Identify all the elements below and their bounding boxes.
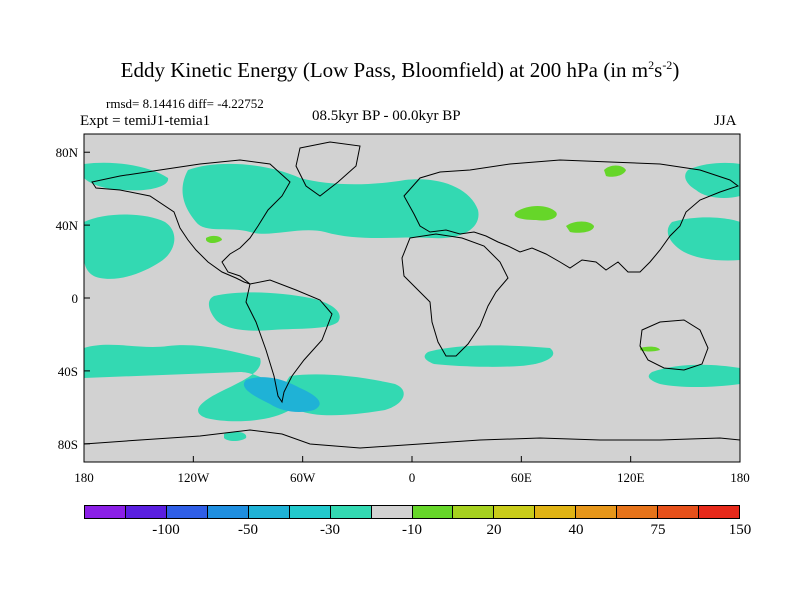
coastline-greenland: [295, 141, 361, 197]
anomaly-region-north-pacific: [84, 214, 175, 279]
plot-title: Eddy Kinetic Energy (Low Pass, Bloomfiel…: [0, 58, 800, 83]
title-superscript-2: -2: [662, 58, 673, 72]
lon-tick-label: 180: [730, 470, 750, 485]
colorbar-swatch: [453, 506, 495, 518]
colorbar-swatch: [248, 506, 290, 518]
anomaly-region-central-asia-east: [566, 221, 594, 233]
lon-tick-label: 60E: [511, 470, 532, 485]
title-superscript-1: 2: [648, 58, 655, 72]
experiment-label: Expt = temiJ1-temia1: [80, 113, 211, 129]
anomaly-region-north-pacific-east: [667, 217, 740, 261]
colorbar-swatch: [125, 506, 167, 518]
colorbar-swatch: [658, 506, 700, 518]
colorbar-swatch: [207, 506, 249, 518]
lon-tick-label: 120E: [617, 470, 645, 485]
map-tick-labels: 180 120W 60W 0 60E 120E 180 80N 40N 0 40S 80S: [56, 145, 750, 485]
colorbar-swatch: [85, 506, 126, 518]
anomaly-region-greenland-sea: [604, 165, 626, 177]
lat-tick-label: 80N: [56, 145, 79, 160]
coastline-north-america: [91, 159, 291, 285]
colorbar-swatch: [576, 506, 618, 518]
lat-tick-label: 40N: [56, 218, 79, 233]
rmsd-diff-stats: rmsd= 8.14416 diff= -4.22752: [106, 96, 264, 111]
colorbar-swatch: [494, 506, 536, 518]
colorbar-swatch: [166, 506, 208, 518]
colorbar-swatch: [412, 506, 454, 518]
anomaly-region-australia-south: [648, 364, 740, 387]
colorbar-swatch: [535, 506, 577, 518]
colorbar-label: 75: [650, 522, 666, 538]
lon-tick-label: 180: [74, 470, 94, 485]
title-unit-s: s: [654, 58, 663, 82]
coastline-australia: [639, 319, 709, 371]
colorbar-label: -30: [320, 522, 340, 538]
lat-tick-label: 80S: [58, 437, 78, 452]
anomaly-region-siberia: [685, 162, 740, 198]
anomaly-region-southern-ocean-drake: [243, 377, 320, 412]
lon-tick-label: 120W: [177, 470, 210, 485]
anomaly-region-tropical-east-pacific: [208, 292, 340, 331]
colorbar-label: 40: [568, 522, 584, 538]
anomaly-region-antarctic-coast: [224, 431, 247, 441]
colorbar: [84, 505, 740, 519]
anomaly-region-arctic-canada: [84, 162, 169, 191]
title-text: Eddy Kinetic Energy (Low Pass, Bloomfiel…: [120, 58, 649, 82]
colorbar-label: 150: [728, 522, 752, 538]
colorbar-label: -100: [152, 522, 180, 538]
colorbar-swatch: [289, 506, 331, 518]
anomaly-region-north-atlantic: [182, 163, 479, 239]
period-label: 08.5kyr BP - 00.0kyr BP: [312, 108, 461, 124]
coastline-africa: [401, 233, 509, 357]
colorbar-swatch: [371, 506, 413, 518]
colorbar-swatch: [699, 506, 739, 518]
coastline-antarctica: [84, 429, 740, 449]
map-ticks: [83, 151, 741, 462]
anomaly-region-south-indian: [424, 345, 554, 367]
colorbar-label: 20: [486, 522, 502, 538]
anomaly-region-australia-north: [640, 346, 660, 352]
colorbar-swatch: [330, 506, 372, 518]
anomaly-region-north-america: [206, 235, 222, 243]
title-end: ): [672, 58, 680, 82]
lat-tick-label: 0: [72, 291, 79, 306]
anomaly-region-south-pacific: [84, 344, 300, 422]
colorbar-swatch: [617, 506, 659, 518]
coastline-europe-asia: [403, 159, 740, 273]
lon-tick-label: 0: [409, 470, 416, 485]
lat-tick-label: 40S: [58, 364, 78, 379]
colorbar-label: -50: [238, 522, 258, 538]
coastline-south-america: [245, 279, 333, 404]
season-label: JJA: [714, 113, 737, 129]
colorbar-label: -10: [402, 522, 422, 538]
lon-tick-label: 60W: [290, 470, 316, 485]
anomaly-region-central-asia: [514, 206, 557, 221]
